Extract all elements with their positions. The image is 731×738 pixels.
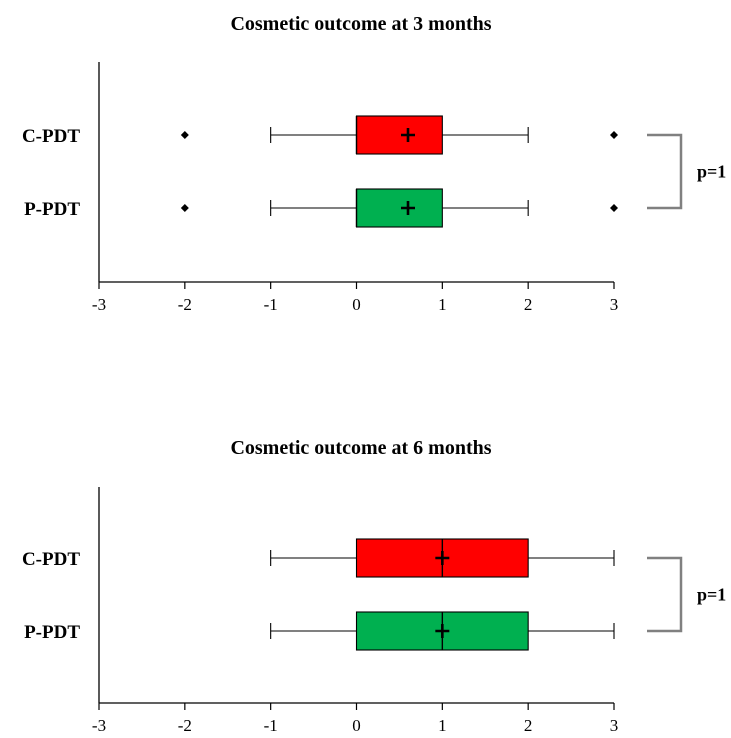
mean-marker [401,201,415,215]
x-tick-label: 2 [524,295,533,314]
x-tick-label: -3 [92,295,106,314]
mean-marker [435,624,450,638]
category-label: C-PDT [22,126,80,147]
x-tick-label: 1 [438,716,447,735]
mean-marker [401,128,415,142]
category-label: P-PDT [24,622,80,643]
box-iqr [355,115,443,155]
outlier-point [610,204,618,212]
chart-panel-3-months: Cosmetic outcome at 3 months -3 -2 -1 0 1 2 3 C… [22,13,726,314]
x-tick-label: 3 [610,716,619,735]
chart-title: Cosmetic outcome at 3 months [230,13,491,35]
x-tick-label: 3 [610,295,619,314]
x-tick-label: -2 [178,295,192,314]
outlier-point [610,131,618,139]
x-tick-label: 0 [352,716,361,735]
x-tick-label: 2 [524,716,533,735]
p-value-label: p=1 [697,162,726,182]
x-tick-label: -1 [264,716,278,735]
outlier-point [180,131,189,139]
mean-marker [435,551,450,565]
x-tick-label: 0 [352,295,361,314]
box-iqr [355,188,443,228]
x-tick-label: -1 [264,295,278,314]
significance-bracket [647,556,683,633]
category-label: P-PDT [24,199,80,220]
chart-panel-6-months: Cosmetic outcome at 6 months -3 -2 -1 0 1 2 3 C… [22,437,726,735]
x-tick-label: 1 [438,295,447,314]
chart-title: Cosmetic outcome at 6 months [230,437,491,459]
significance-bracket [647,133,683,210]
p-value-label: p=1 [697,585,726,605]
x-tick-label: -2 [178,716,192,735]
outlier-point [180,204,189,212]
category-label: C-PDT [22,549,80,570]
x-tick-label: -3 [92,716,106,735]
